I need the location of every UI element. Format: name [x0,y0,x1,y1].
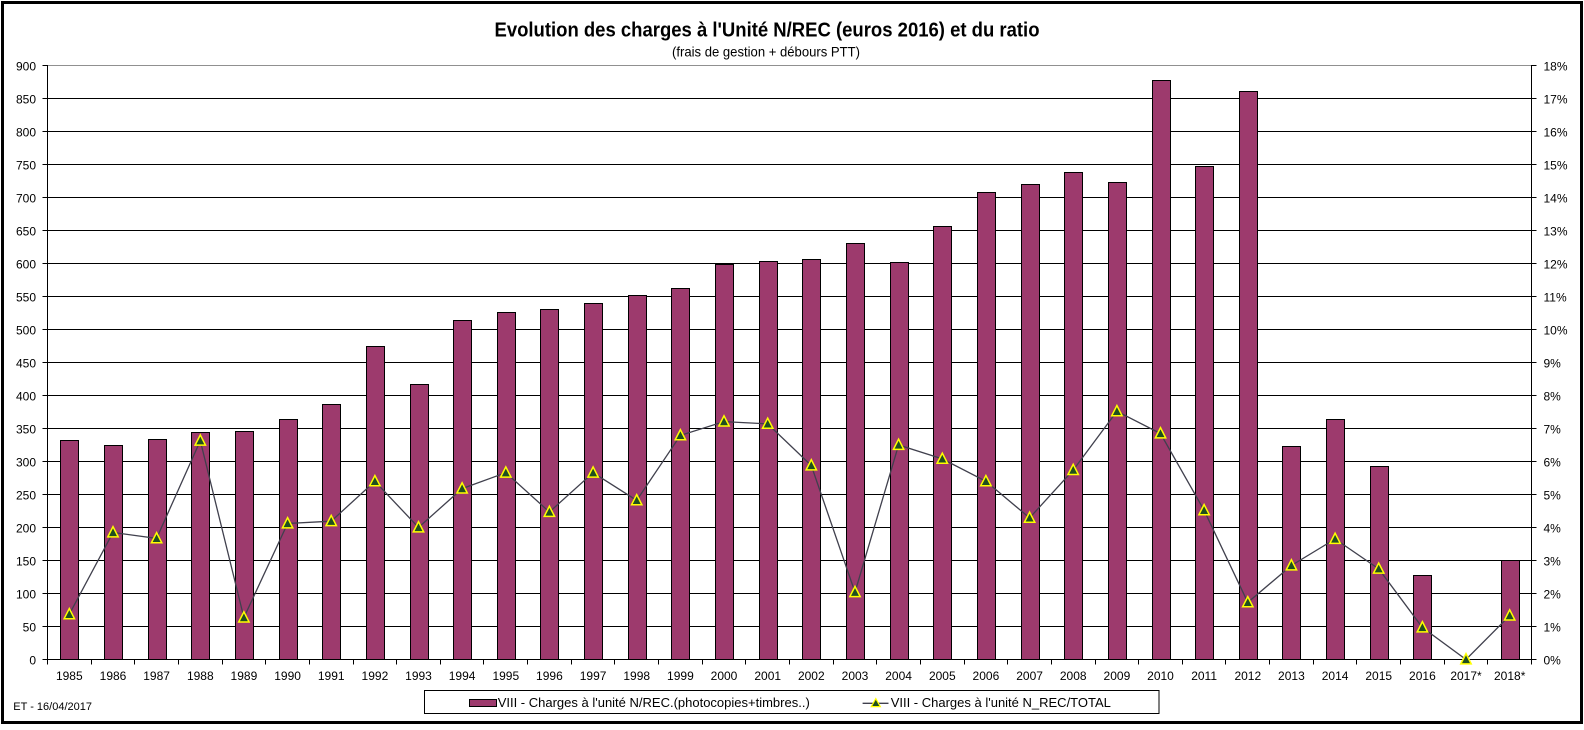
svg-text:5%: 5% [1544,489,1562,503]
svg-text:1998: 1998 [623,669,650,683]
svg-text:300: 300 [16,456,36,470]
svg-text:500: 500 [16,324,36,338]
svg-text:1992: 1992 [362,669,389,683]
svg-text:350: 350 [16,423,36,437]
svg-text:650: 650 [16,225,36,239]
svg-text:2017*: 2017* [1450,669,1482,683]
svg-text:(frais de gestion + débours PT: (frais de gestion + débours PTT) [672,44,860,60]
svg-text:2%: 2% [1544,588,1562,602]
svg-text:10%: 10% [1544,324,1568,338]
svg-text:200: 200 [16,522,36,536]
svg-text:900: 900 [16,60,36,74]
svg-text:2002: 2002 [798,669,825,683]
svg-text:1985: 1985 [56,669,83,683]
svg-text:2013: 2013 [1278,669,1305,683]
svg-text:550: 550 [16,291,36,305]
svg-text:12%: 12% [1544,258,1568,272]
svg-text:ET - 16/04/2017: ET - 16/04/2017 [13,701,92,713]
svg-text:750: 750 [16,159,36,173]
svg-text:3%: 3% [1544,555,1562,569]
svg-text:2000: 2000 [711,669,738,683]
svg-text:600: 600 [16,258,36,272]
svg-text:13%: 13% [1544,225,1568,239]
svg-text:1995: 1995 [492,669,519,683]
svg-text:50: 50 [23,621,37,635]
svg-text:7%: 7% [1544,423,1562,437]
svg-text:1994: 1994 [449,669,476,683]
svg-text:1999: 1999 [667,669,694,683]
svg-text:VIII - Charges à l'unité N/REC: VIII - Charges à l'unité N/REC.(photocop… [498,695,810,710]
svg-text:2009: 2009 [1104,669,1131,683]
svg-text:0%: 0% [1544,654,1562,668]
svg-text:1990: 1990 [274,669,301,683]
svg-text:150: 150 [16,555,36,569]
svg-text:1986: 1986 [100,669,127,683]
svg-text:11%: 11% [1544,291,1567,305]
svg-text:1997: 1997 [580,669,607,683]
svg-text:1988: 1988 [187,669,214,683]
svg-text:2012: 2012 [1234,669,1261,683]
svg-text:15%: 15% [1544,159,1568,173]
svg-text:4%: 4% [1544,522,1562,536]
svg-text:9%: 9% [1544,357,1562,371]
svg-text:0: 0 [29,654,36,668]
svg-text:250: 250 [16,489,36,503]
svg-text:2006: 2006 [973,669,1000,683]
svg-text:16%: 16% [1544,126,1568,140]
svg-text:2014: 2014 [1322,669,1349,683]
svg-text:2005: 2005 [929,669,956,683]
svg-text:2008: 2008 [1060,669,1087,683]
svg-text:2016: 2016 [1409,669,1436,683]
svg-text:8%: 8% [1544,390,1562,404]
svg-text:2004: 2004 [885,669,912,683]
svg-text:VIII - Charges à l'unité N_REC: VIII - Charges à l'unité N_REC/TOTAL [891,695,1111,710]
svg-text:2015: 2015 [1365,669,1392,683]
svg-text:6%: 6% [1544,456,1562,470]
svg-text:450: 450 [16,357,36,371]
svg-text:1991: 1991 [318,669,345,683]
svg-text:2010: 2010 [1147,669,1174,683]
svg-text:100: 100 [16,588,36,602]
svg-text:850: 850 [16,93,36,107]
svg-text:400: 400 [16,390,36,404]
svg-text:2001: 2001 [754,669,781,683]
svg-text:2003: 2003 [842,669,869,683]
svg-text:800: 800 [16,126,36,140]
svg-text:Evolution des charges à l'Unit: Evolution des charges à l'Unité N/REC (e… [495,20,1040,42]
svg-text:1989: 1989 [231,669,258,683]
svg-text:700: 700 [16,192,36,206]
svg-text:2011: 2011 [1191,669,1217,683]
svg-text:14%: 14% [1544,192,1568,206]
svg-text:1%: 1% [1544,621,1562,635]
svg-text:1993: 1993 [405,669,432,683]
svg-text:17%: 17% [1544,93,1568,107]
svg-text:2007: 2007 [1016,669,1043,683]
svg-text:18%: 18% [1544,60,1568,74]
svg-text:1987: 1987 [143,669,170,683]
svg-text:1996: 1996 [536,669,563,683]
svg-text:2018*: 2018* [1494,669,1526,683]
